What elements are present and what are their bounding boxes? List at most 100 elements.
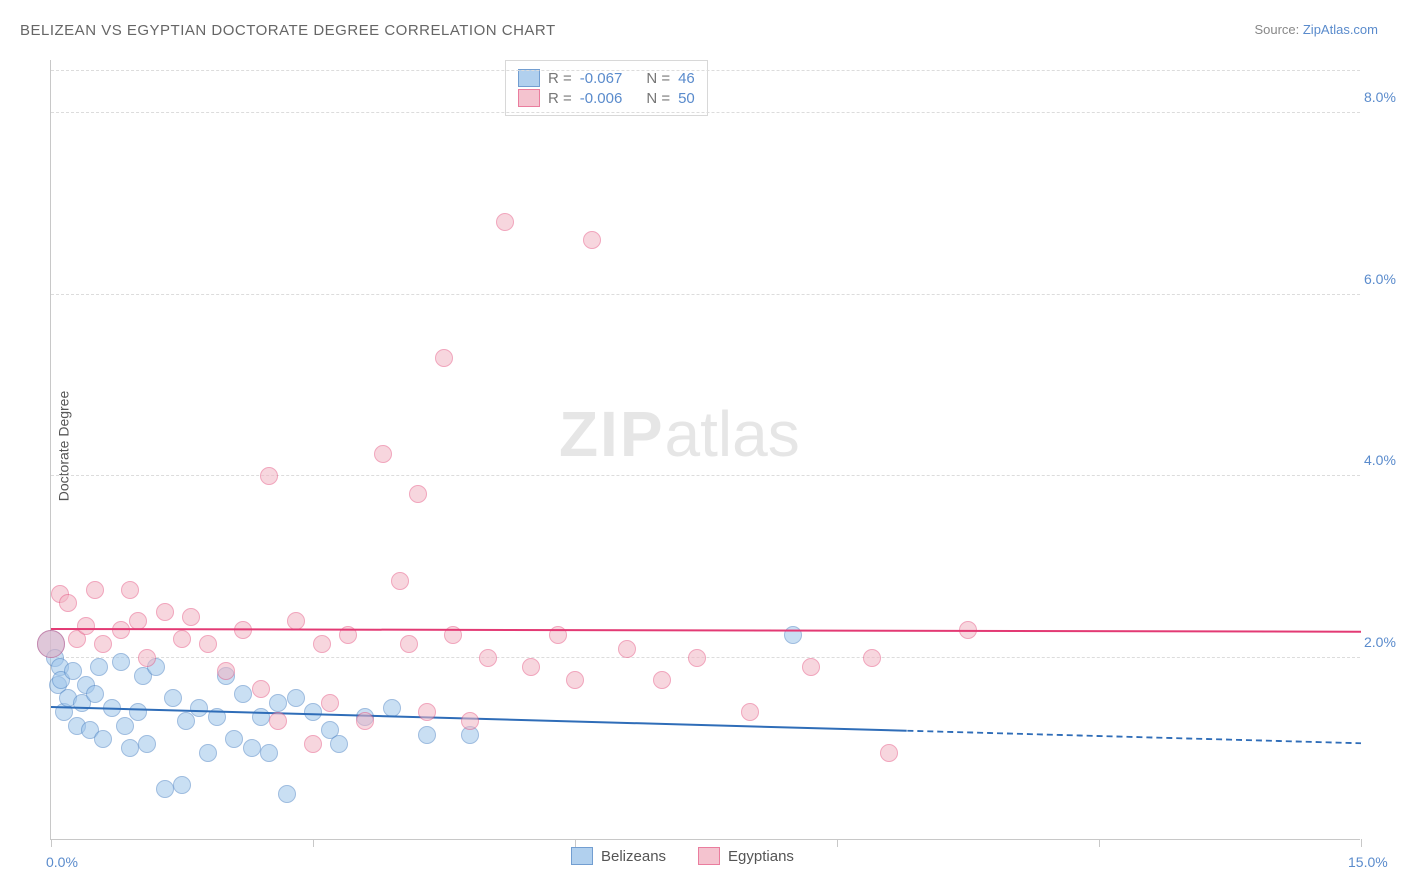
r-label: R = xyxy=(548,70,572,87)
scatter-marker xyxy=(479,649,497,667)
n-value-belizeans: 46 xyxy=(678,70,695,87)
scatter-marker xyxy=(182,608,200,626)
stats-legend-box: R = -0.067 N = 46 R = -0.006 N = 50 xyxy=(505,60,708,116)
scatter-marker xyxy=(688,649,706,667)
scatter-marker xyxy=(313,635,331,653)
scatter-marker xyxy=(653,671,671,689)
scatter-marker xyxy=(156,603,174,621)
legend-item-belizeans: Belizeans xyxy=(571,847,666,865)
scatter-marker xyxy=(116,717,134,735)
scatter-marker xyxy=(121,739,139,757)
scatter-marker xyxy=(234,685,252,703)
scatter-marker xyxy=(112,621,130,639)
scatter-marker xyxy=(164,689,182,707)
scatter-marker xyxy=(802,658,820,676)
watermark-rest: atlas xyxy=(665,398,800,470)
scatter-marker xyxy=(522,658,540,676)
x-tick xyxy=(837,839,838,847)
scatter-marker xyxy=(260,744,278,762)
scatter-marker-big xyxy=(37,630,65,658)
scatter-marker xyxy=(77,617,95,635)
scatter-marker xyxy=(121,581,139,599)
scatter-marker xyxy=(173,776,191,794)
scatter-marker xyxy=(86,685,104,703)
scatter-marker xyxy=(496,213,514,231)
scatter-marker xyxy=(173,630,191,648)
scatter-marker xyxy=(880,744,898,762)
scatter-marker xyxy=(94,635,112,653)
x-tick xyxy=(1361,839,1362,847)
x-tick xyxy=(51,839,52,847)
source-value: ZipAtlas.com xyxy=(1303,22,1378,37)
scatter-marker xyxy=(287,689,305,707)
scatter-marker xyxy=(138,735,156,753)
scatter-marker xyxy=(112,653,130,671)
legend-label-belizeans: Belizeans xyxy=(601,848,666,865)
scatter-marker xyxy=(138,649,156,667)
scatter-marker xyxy=(260,467,278,485)
legend-swatch-belizeans xyxy=(571,847,593,865)
scatter-marker xyxy=(321,694,339,712)
swatch-egyptians xyxy=(518,89,540,107)
scatter-marker xyxy=(252,708,270,726)
r-value-egyptians: -0.006 xyxy=(580,90,623,107)
legend-swatch-egyptians xyxy=(698,847,720,865)
scatter-marker xyxy=(566,671,584,689)
scatter-marker xyxy=(190,699,208,717)
scatter-marker xyxy=(583,231,601,249)
scatter-marker xyxy=(374,445,392,463)
scatter-marker xyxy=(383,699,401,717)
scatter-marker xyxy=(199,744,217,762)
y-tick-label: 2.0% xyxy=(1364,634,1406,650)
r-label: R = xyxy=(548,90,572,107)
chart-title: BELIZEAN VS EGYPTIAN DOCTORATE DEGREE CO… xyxy=(20,22,556,39)
legend-item-egyptians: Egyptians xyxy=(698,847,794,865)
scatter-marker xyxy=(59,594,77,612)
scatter-marker xyxy=(435,349,453,367)
scatter-marker xyxy=(304,735,322,753)
scatter-marker xyxy=(863,649,881,667)
scatter-marker xyxy=(304,703,322,721)
scatter-marker xyxy=(418,726,436,744)
series-legend: Belizeans Egyptians xyxy=(571,847,794,865)
scatter-marker xyxy=(90,658,108,676)
r-value-belizeans: -0.067 xyxy=(580,70,623,87)
y-tick-label: 4.0% xyxy=(1364,452,1406,468)
scatter-marker xyxy=(400,635,418,653)
scatter-marker xyxy=(330,735,348,753)
x-max-label: 15.0% xyxy=(1348,854,1388,870)
x-min-label: 0.0% xyxy=(46,854,78,870)
source-label: Source: xyxy=(1254,22,1302,37)
scatter-plot-area: ZIPatlas R = -0.067 N = 46 R = -0.006 N … xyxy=(50,60,1360,840)
scatter-marker xyxy=(217,662,235,680)
scatter-marker xyxy=(618,640,636,658)
x-tick xyxy=(1099,839,1100,847)
legend-label-egyptians: Egyptians xyxy=(728,848,794,865)
x-tick xyxy=(313,839,314,847)
n-label: N = xyxy=(646,90,670,107)
scatter-marker xyxy=(225,730,243,748)
source-attribution: Source: ZipAtlas.com xyxy=(1254,22,1378,37)
gridline xyxy=(51,70,1360,71)
n-value-egyptians: 50 xyxy=(678,90,695,107)
n-label: N = xyxy=(646,70,670,87)
gridline xyxy=(51,112,1360,113)
gridline xyxy=(51,475,1360,476)
stats-row-belizeans: R = -0.067 N = 46 xyxy=(518,69,695,87)
scatter-marker xyxy=(156,780,174,798)
scatter-marker xyxy=(278,785,296,803)
scatter-marker xyxy=(177,712,195,730)
scatter-marker xyxy=(409,485,427,503)
scatter-marker xyxy=(741,703,759,721)
x-tick xyxy=(575,839,576,847)
scatter-marker xyxy=(356,712,374,730)
swatch-belizeans xyxy=(518,69,540,87)
scatter-marker xyxy=(94,730,112,748)
scatter-marker xyxy=(243,739,261,757)
scatter-marker xyxy=(269,694,287,712)
scatter-marker xyxy=(461,712,479,730)
scatter-marker xyxy=(199,635,217,653)
scatter-marker xyxy=(269,712,287,730)
y-tick-label: 6.0% xyxy=(1364,271,1406,287)
scatter-marker xyxy=(418,703,436,721)
